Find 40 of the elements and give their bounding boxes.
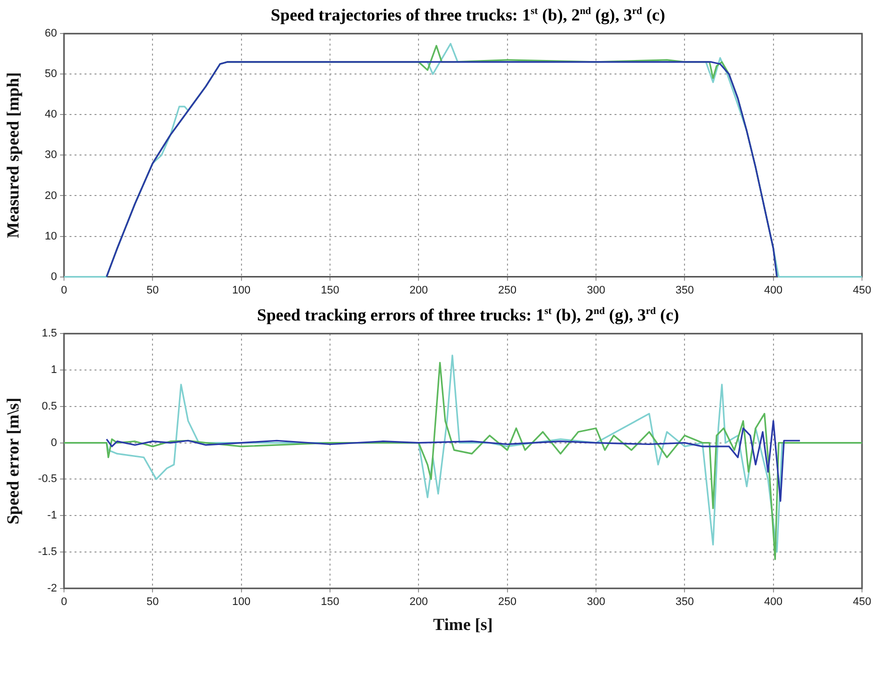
y-tick-label: 60	[44, 28, 57, 40]
x-tick-label: 250	[498, 596, 517, 608]
y-tick-label: -0.5	[38, 473, 57, 486]
y-tick-label: 0	[50, 270, 57, 283]
y-tick-label: 40	[44, 108, 57, 121]
x-tick-label: 50	[146, 284, 159, 296]
x-tick-label: 300	[586, 596, 606, 608]
x-tick-label: 50	[146, 596, 159, 608]
x-tick-label: 450	[852, 596, 872, 608]
y-tick-label: 20	[44, 190, 57, 202]
y-axis-title: Measured speed [mph]	[4, 72, 23, 238]
y-axis-title: Speed error [m\s]	[4, 398, 23, 524]
x-tick-label: 250	[498, 284, 517, 296]
chart-title: Speed tracking errors of three trucks: 1$^{st}$ (b), 2$^{nd}$ (g), 3$^{rd}$ (c)	[256, 304, 680, 325]
y-tick-label: 0	[50, 436, 57, 449]
x-tick-label: 100	[232, 284, 251, 296]
y-tick-label: 0.5	[42, 400, 57, 412]
y-tick-label: -1	[47, 510, 57, 522]
x-tick-label: 0	[60, 284, 68, 296]
x-tick-label: 0	[60, 596, 68, 608]
y-tick-label: 10	[44, 230, 57, 242]
x-tick-label: 100	[232, 596, 251, 608]
y-tick-label: 30	[44, 149, 57, 162]
x-tick-label: 450	[852, 284, 872, 296]
x-axis-title: Time [s]	[433, 615, 493, 634]
x-tick-label: 300	[586, 284, 606, 296]
x-tick-label: 350	[675, 284, 694, 296]
y-tick-label: 50	[44, 68, 57, 80]
x-tick-label: 150	[320, 284, 340, 296]
x-tick-label: 200	[409, 284, 428, 296]
x-tick-label: 150	[320, 596, 340, 608]
y-tick-label: 1.5	[42, 328, 57, 340]
y-tick-label: -2	[47, 582, 57, 594]
chart-title: Speed trajectories of three trucks: 1$^{st}$ (b), 2$^{nd}$ (g), 3$^{rd}$ (c)	[270, 4, 666, 25]
y-tick-label: 1	[50, 364, 57, 376]
x-tick-label: 400	[764, 284, 783, 296]
x-tick-label: 400	[764, 596, 783, 608]
x-tick-label: 350	[675, 596, 694, 608]
x-tick-label: 200	[409, 596, 428, 608]
y-tick-label: -1.5	[38, 546, 57, 558]
